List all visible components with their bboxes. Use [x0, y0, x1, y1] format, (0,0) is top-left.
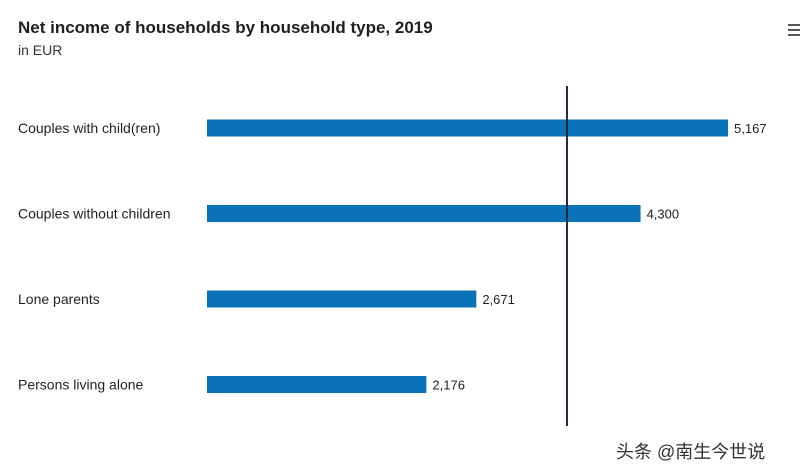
bar[interactable] [207, 205, 641, 222]
bar[interactable] [207, 290, 477, 308]
bar[interactable] [207, 119, 728, 137]
category-label: Persons living alone [18, 377, 144, 393]
data-label: 2,176 [432, 378, 465, 393]
hamburger-menu-icon[interactable] [788, 24, 800, 38]
bar[interactable] [207, 376, 427, 393]
data-label: 2,671 [482, 292, 515, 307]
chart-subtitle: in EUR [18, 42, 63, 58]
category-label: Couples without children [18, 206, 171, 222]
data-label: 4,300 [647, 207, 680, 222]
category-label: Lone parents [18, 291, 100, 307]
data-label: 5,167 [734, 121, 767, 136]
chart-title: Net income of households by household ty… [18, 18, 433, 37]
watermark-text: 头条 @南生今世说 [616, 442, 766, 462]
category-label: Couples with child(ren) [18, 120, 160, 136]
